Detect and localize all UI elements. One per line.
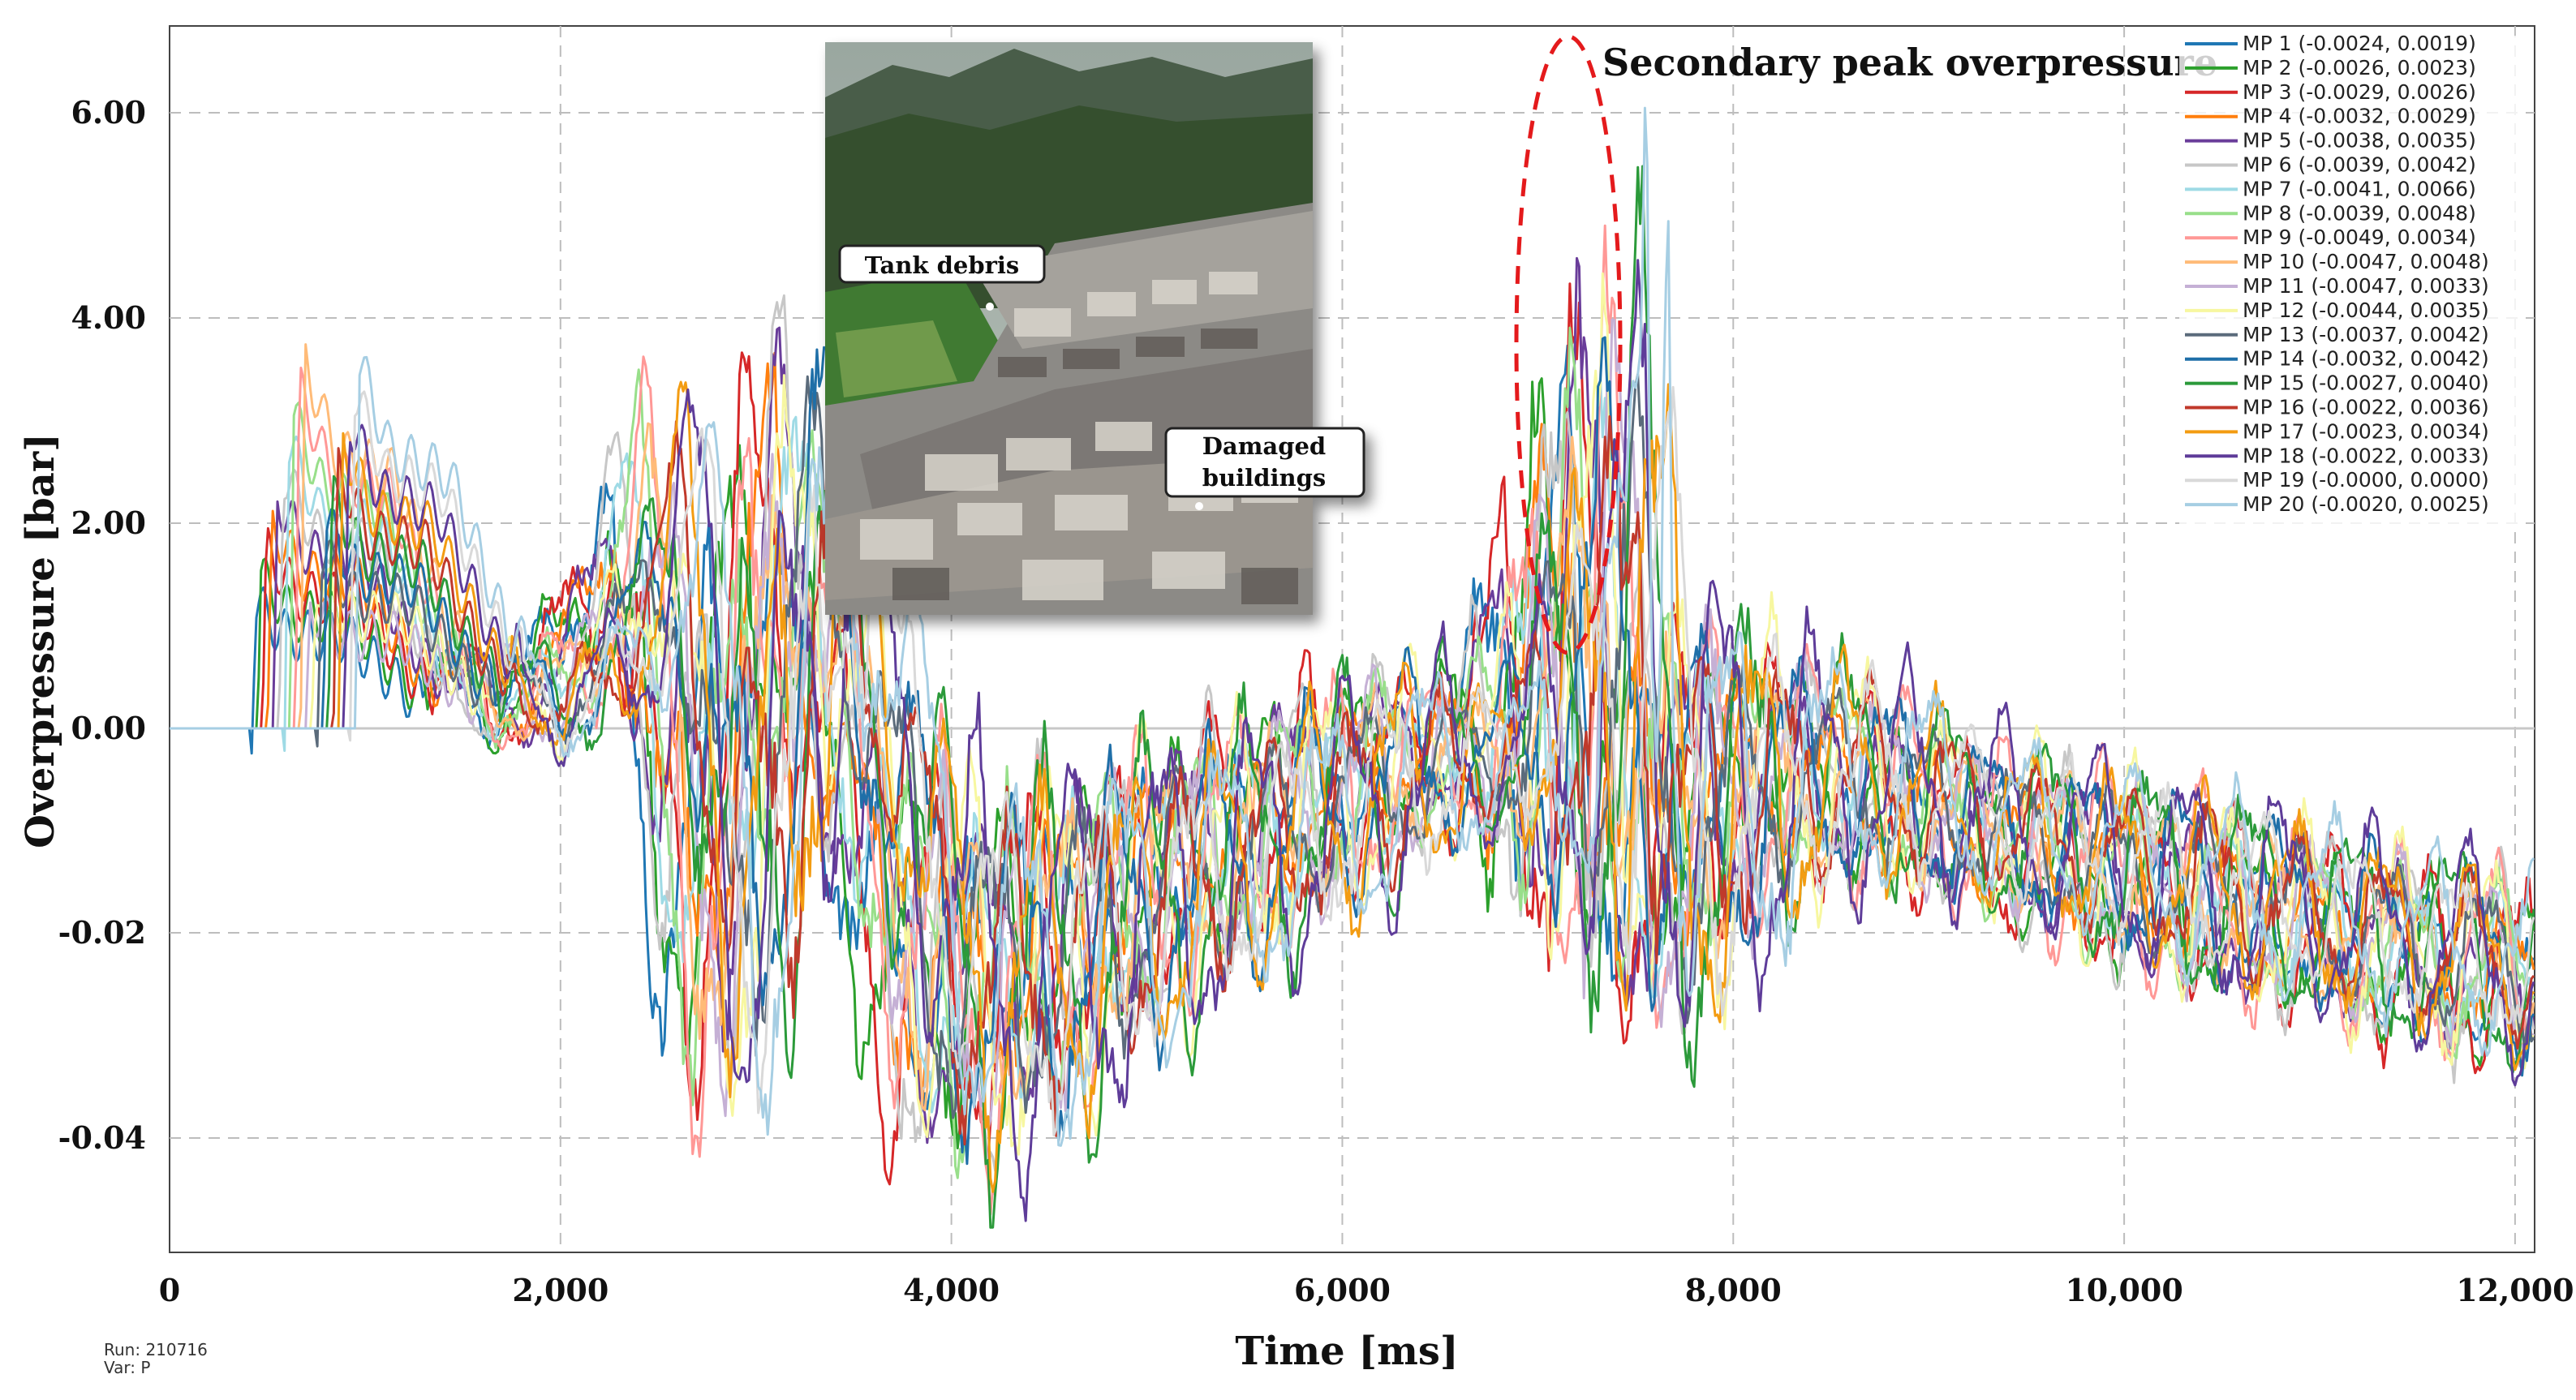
tank-debris-callout <box>838 244 1046 284</box>
legend-entry: MP 7 (-0.0041, 0.0066) <box>2243 177 2476 200</box>
x-tick-label: 0 <box>159 1272 180 1308</box>
series-line <box>170 259 2535 1222</box>
series-line <box>170 327 2535 1146</box>
x-tick-labels: 0 2,000 4,000 6,000 8,000 10,000 12,000 <box>159 1272 2574 1308</box>
legend-entry: MP 12 (-0.0044, 0.0035) <box>2243 298 2489 322</box>
legend-entry: MP 5 (-0.0038, 0.0035) <box>2243 129 2476 152</box>
legend-entry: MP 9 (-0.0049, 0.0034) <box>2243 225 2476 249</box>
var-info: Var: P <box>104 1358 150 1377</box>
legend-entry: MP 14 (-0.0032, 0.0042) <box>2243 347 2489 371</box>
legend-entry: MP 20 (-0.0020, 0.0025) <box>2243 492 2489 516</box>
x-tick-label: 10,000 <box>2065 1272 2183 1308</box>
series-line <box>170 363 2535 1193</box>
legend-entry: MP 2 (-0.0026, 0.0023) <box>2243 56 2476 79</box>
legend-entry: MP 3 (-0.0029, 0.0026) <box>2243 80 2476 104</box>
legend-entry: MP 10 (-0.0047, 0.0048) <box>2243 250 2489 273</box>
x-tick-label: 12,000 <box>2456 1272 2574 1308</box>
series-group <box>170 106 2535 1229</box>
y-tick-label: 4.00 <box>71 299 146 336</box>
y-axis-title: Overpressure [bar] <box>18 433 63 848</box>
legend-entry: MP 1 (-0.0024, 0.0019) <box>2243 32 2476 55</box>
x-tick-label: 4,000 <box>903 1272 1000 1308</box>
y-tick-label: -0.02 <box>58 914 146 951</box>
legend-entry: MP 18 (-0.0022, 0.0033) <box>2243 444 2489 467</box>
secondary-peak-ellipse <box>1514 34 1623 655</box>
y-tick-labels: 6.00 4.00 2.00 0.00 -0.02 -0.04 <box>58 94 146 1156</box>
damaged-buildings-label-line2: buildings <box>1202 464 1326 492</box>
x-tick-label: 8,000 <box>1685 1272 1782 1308</box>
inset-photo: Tank debris Damaged buildings <box>825 42 1365 615</box>
series-line <box>170 106 2535 1147</box>
damaged-buildings-marker <box>1195 502 1203 510</box>
legend-entry: MP 11 (-0.0047, 0.0033) <box>2243 274 2489 298</box>
legend: MP 1 (-0.0024, 0.0019)MP 2 (-0.0026, 0.0… <box>2179 32 2524 530</box>
legend-entry: MP 19 (-0.0000, 0.0000) <box>2243 468 2489 492</box>
legend-entry: MP 15 (-0.0027, 0.0040) <box>2243 371 2489 395</box>
y-tick-label: 6.00 <box>71 94 146 131</box>
x-tick-label: 2,000 <box>512 1272 609 1308</box>
x-axis-title: Time [ms] <box>1235 1329 1458 1374</box>
damaged-buildings-label-line1: Damaged <box>1202 432 1326 460</box>
secondary-peak-label: Secondary peak overpressure <box>1602 41 2217 84</box>
x-tick-label: 6,000 <box>1294 1272 1391 1308</box>
legend-entry: MP 8 (-0.0039, 0.0048) <box>2243 201 2476 225</box>
tank-debris-label: Tank debris <box>865 251 1020 279</box>
y-tick-label: -0.04 <box>58 1119 146 1156</box>
legend-entry: MP 6 (-0.0039, 0.0042) <box>2243 153 2476 177</box>
legend-entry: MP 4 (-0.0032, 0.0029) <box>2243 105 2476 128</box>
legend-entry: MP 16 (-0.0022, 0.0036) <box>2243 396 2489 419</box>
tank-debris-marker <box>986 303 994 311</box>
y-tick-label: 0.00 <box>71 710 146 746</box>
damaged-buildings-callout <box>1164 427 1365 498</box>
y-tick-label: 2.00 <box>71 505 146 541</box>
legend-entry: MP 13 (-0.0037, 0.0042) <box>2243 323 2489 346</box>
run-info: Run: 210716 <box>104 1340 208 1359</box>
legend-entry: MP 17 (-0.0023, 0.0034) <box>2243 419 2489 443</box>
